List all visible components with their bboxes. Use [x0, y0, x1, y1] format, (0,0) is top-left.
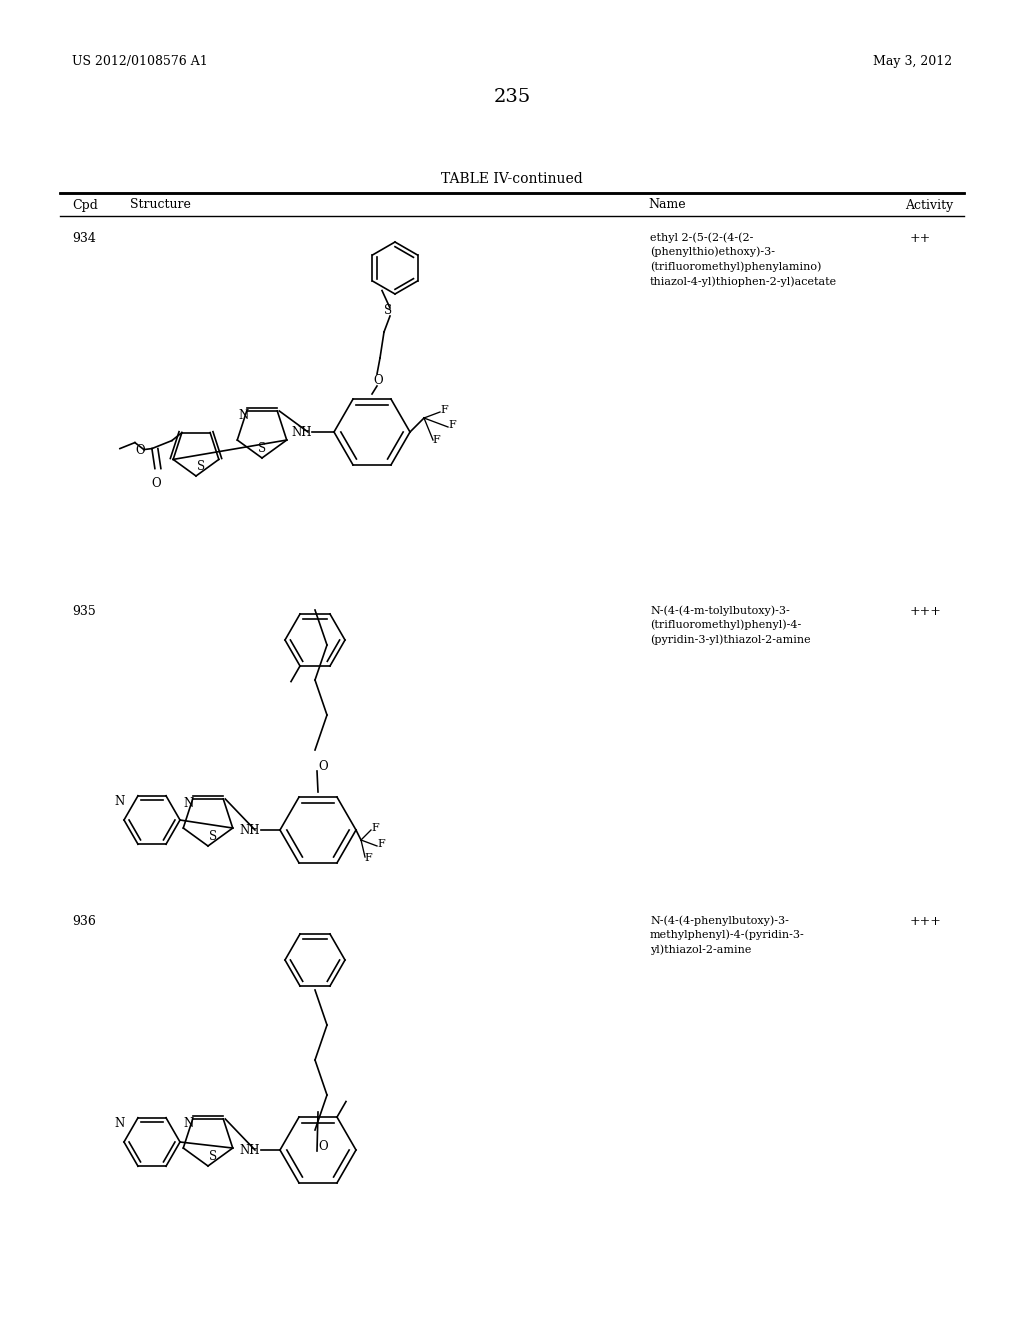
Text: S: S: [209, 1151, 217, 1163]
Text: 235: 235: [494, 88, 530, 106]
Text: NH: NH: [240, 1143, 260, 1156]
Text: Structure: Structure: [130, 198, 190, 211]
Text: O: O: [318, 760, 328, 774]
Text: Cpd: Cpd: [72, 198, 98, 211]
Text: 935: 935: [72, 605, 96, 618]
Text: F: F: [440, 405, 447, 414]
Text: Name: Name: [648, 198, 686, 211]
Text: F: F: [432, 436, 439, 445]
Text: N: N: [183, 1118, 194, 1130]
Text: +++: +++: [910, 605, 942, 618]
Text: S: S: [258, 441, 266, 454]
Text: ++: ++: [910, 232, 931, 246]
Text: NH: NH: [292, 425, 312, 438]
Text: 936: 936: [72, 915, 96, 928]
Text: F: F: [377, 840, 385, 849]
Text: F: F: [371, 822, 379, 833]
Text: May 3, 2012: May 3, 2012: [872, 55, 952, 69]
Text: O: O: [135, 444, 144, 457]
Text: S: S: [197, 461, 205, 474]
Text: N-(4-(4-phenylbutoxy)-3-
methylphenyl)-4-(pyridin-3-
yl)thiazol-2-amine: N-(4-(4-phenylbutoxy)-3- methylphenyl)-4…: [650, 915, 805, 956]
Text: +++: +++: [910, 915, 942, 928]
Text: N-(4-(4-m-tolylbutoxy)-3-
(trifluoromethyl)phenyl)-4-
(pyridin-3-yl)thiazol-2-am: N-(4-(4-m-tolylbutoxy)-3- (trifluorometh…: [650, 605, 811, 645]
Text: NH: NH: [240, 824, 260, 837]
Text: TABLE IV-continued: TABLE IV-continued: [441, 172, 583, 186]
Text: N: N: [115, 1117, 125, 1130]
Text: N: N: [183, 797, 194, 810]
Text: F: F: [365, 853, 372, 863]
Text: N: N: [239, 409, 249, 422]
Text: 934: 934: [72, 232, 96, 246]
Text: F: F: [449, 420, 456, 430]
Text: N: N: [115, 795, 125, 808]
Text: Activity: Activity: [905, 198, 953, 211]
Text: ethyl 2-(5-(2-(4-(2-
(phenylthio)ethoxy)-3-
(trifluoromethyl)phenylamino)
thiazo: ethyl 2-(5-(2-(4-(2- (phenylthio)ethoxy)…: [650, 232, 838, 286]
Text: O: O: [373, 374, 383, 387]
Text: O: O: [152, 477, 161, 490]
Text: O: O: [318, 1140, 328, 1154]
Text: US 2012/0108576 A1: US 2012/0108576 A1: [72, 55, 208, 69]
Text: S: S: [209, 830, 217, 843]
Text: S: S: [384, 304, 392, 317]
